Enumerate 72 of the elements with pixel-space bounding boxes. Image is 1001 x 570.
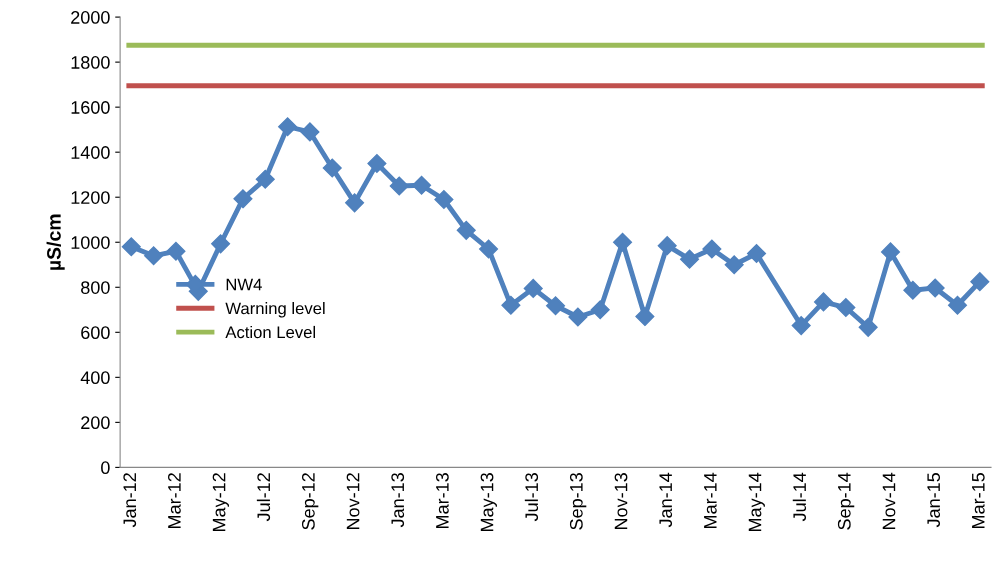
x-tick-label: Mar-15 bbox=[972, 473, 985, 528]
point bbox=[523, 278, 543, 298]
point bbox=[166, 241, 186, 261]
point bbox=[613, 232, 633, 252]
point bbox=[970, 272, 990, 292]
point bbox=[657, 236, 677, 256]
point bbox=[836, 298, 856, 318]
point bbox=[121, 237, 141, 257]
point bbox=[278, 117, 298, 137]
point bbox=[345, 193, 365, 213]
point bbox=[791, 316, 811, 336]
point bbox=[233, 189, 253, 209]
x-tick-label: Nov-12 bbox=[346, 473, 360, 529]
x-tick-label: Mar-13 bbox=[435, 473, 449, 528]
point bbox=[479, 239, 499, 259]
point bbox=[746, 243, 767, 264]
point bbox=[702, 239, 722, 259]
point bbox=[322, 158, 342, 178]
point bbox=[434, 189, 454, 210]
x-tick-label: May-12 bbox=[212, 473, 230, 531]
x-tick-label: Sep-12 bbox=[301, 473, 319, 530]
x-tick-label: Sep-14 bbox=[837, 472, 855, 530]
legend-label: Action Level bbox=[225, 325, 316, 339]
point bbox=[858, 317, 878, 337]
x-tick-label: Jul-14 bbox=[792, 472, 807, 522]
x-tick-label: Jul-12 bbox=[256, 473, 271, 522]
point bbox=[568, 307, 588, 327]
x-tick-label: Jan-15 bbox=[927, 473, 941, 528]
y-tick-label: 800 bbox=[81, 281, 110, 294]
y-tick-label: 1000 bbox=[71, 236, 110, 249]
y-tick-label: 400 bbox=[80, 371, 110, 385]
legend-label: NW4 bbox=[226, 278, 262, 291]
x-tick-label: Jul-13 bbox=[524, 473, 539, 522]
point bbox=[903, 280, 923, 300]
y-axis-title: µS/cm bbox=[46, 214, 65, 270]
x-tick-label: Mar-12 bbox=[168, 473, 181, 528]
y-tick-label: 1400 bbox=[71, 146, 110, 159]
point bbox=[144, 246, 164, 266]
point bbox=[546, 296, 566, 316]
legend-label: Warning level bbox=[225, 302, 325, 318]
point bbox=[880, 242, 901, 262]
x-tick-label: Jan-12 bbox=[123, 473, 137, 528]
point bbox=[724, 255, 744, 275]
x-tick-label: Nov-14 bbox=[882, 472, 896, 529]
y-tick-label: 1800 bbox=[71, 56, 110, 69]
x-tick-label: Mar-14 bbox=[704, 472, 717, 528]
point bbox=[680, 249, 700, 269]
point bbox=[947, 295, 968, 315]
point bbox=[367, 153, 387, 173]
x-tick-label: Jan-14 bbox=[659, 472, 673, 528]
x-tick-label: May-14 bbox=[748, 472, 765, 531]
point bbox=[501, 295, 521, 315]
y-tick-label: 600 bbox=[81, 326, 110, 340]
x-tick-label: Jan-13 bbox=[391, 473, 405, 528]
x-tick-label: May-13 bbox=[480, 473, 497, 531]
y-tick-label: 1200 bbox=[71, 191, 110, 204]
point bbox=[813, 292, 834, 312]
point bbox=[456, 220, 476, 240]
point bbox=[925, 278, 945, 298]
x-tick-label: Sep-13 bbox=[569, 473, 587, 530]
point bbox=[389, 176, 409, 196]
y-tick-label: 0 bbox=[101, 461, 110, 475]
point bbox=[300, 122, 320, 142]
point bbox=[412, 175, 432, 195]
point bbox=[211, 234, 231, 254]
y-tick-label: 2000 bbox=[71, 11, 110, 24]
x-tick-label: Nov-13 bbox=[614, 473, 628, 529]
y-tick-label: 1600 bbox=[71, 101, 110, 114]
point bbox=[635, 307, 655, 327]
y-tick-label: 200 bbox=[81, 416, 110, 430]
point bbox=[590, 300, 610, 320]
point bbox=[255, 169, 275, 189]
